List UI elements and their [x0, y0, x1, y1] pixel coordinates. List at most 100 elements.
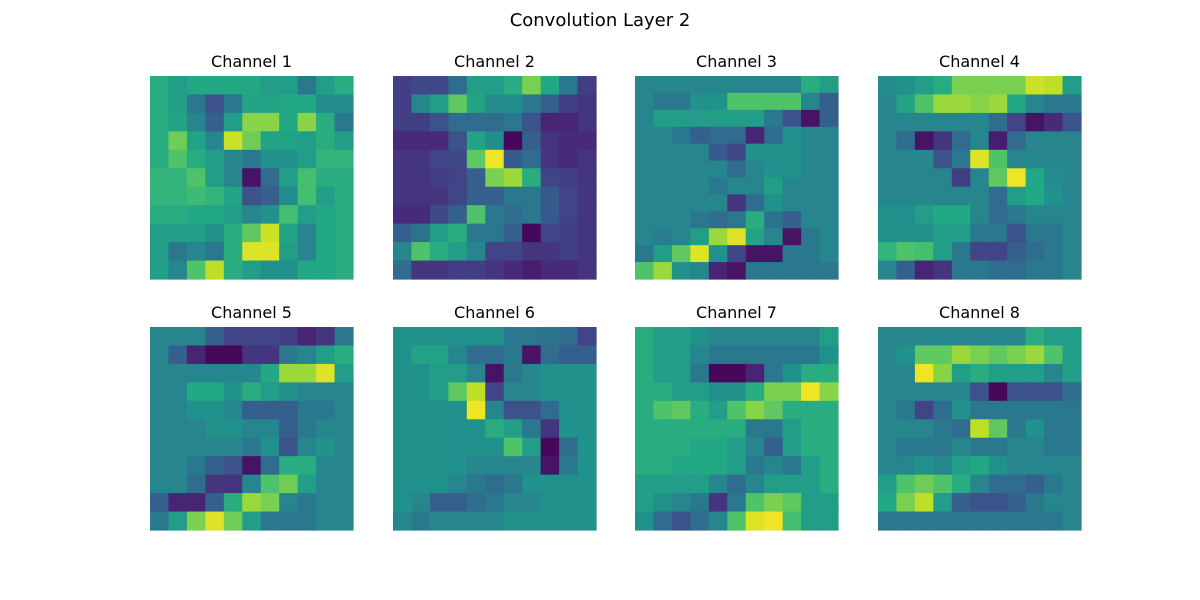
heatmap-cell — [819, 262, 839, 280]
heatmap-cell — [896, 400, 916, 420]
heatmap-cell — [1007, 363, 1027, 383]
heatmap-cell — [727, 382, 747, 402]
heatmap-cell — [316, 419, 336, 439]
heatmap-cell — [801, 245, 821, 263]
heatmap-cell — [503, 242, 523, 262]
heatmap-cell — [970, 76, 990, 96]
heatmap-cell — [150, 112, 170, 132]
heatmap-cell — [653, 327, 673, 347]
heatmap-cell — [878, 131, 898, 151]
heatmap-cell — [819, 456, 839, 476]
heatmap-cell — [988, 437, 1008, 457]
heatmap-cell — [411, 168, 431, 188]
heatmap-cell — [577, 205, 597, 225]
heatmap-cell — [485, 345, 505, 365]
heatmap-cell — [671, 345, 691, 365]
heatmap-cell — [764, 437, 784, 457]
heatmap-cell — [819, 211, 839, 229]
heatmap-cell — [186, 400, 206, 420]
heatmap-cell — [671, 511, 691, 531]
heatmap-cell — [522, 400, 542, 420]
heatmap-cell — [896, 345, 916, 365]
heatmap-cell — [690, 262, 710, 280]
heatmap-cell — [316, 382, 336, 402]
heatmap-cell — [150, 94, 170, 114]
heatmap-cell — [186, 419, 206, 439]
heatmap-cell — [782, 92, 802, 111]
heatmap-cell — [1007, 474, 1027, 494]
heatmap-cell — [951, 363, 971, 383]
heatmap-cell — [878, 260, 898, 280]
heatmap-cell — [745, 382, 765, 402]
heatmap-cell — [1044, 149, 1064, 169]
heatmap-cell — [801, 456, 821, 476]
heatmap-cell — [540, 419, 560, 439]
heatmap-cell — [260, 400, 280, 420]
heatmap-cell — [577, 223, 597, 243]
heatmap-cell — [970, 94, 990, 114]
heatmap-cell — [1062, 205, 1082, 225]
heatmap-cell — [653, 194, 673, 212]
heatmap-cell — [334, 474, 354, 494]
heatmap-cell — [297, 149, 317, 169]
heatmap-cell — [745, 345, 765, 365]
heatmap-cell — [448, 205, 468, 225]
heatmap-cell — [764, 382, 784, 402]
heatmap-cell — [393, 493, 413, 513]
heatmap-cell — [1007, 345, 1027, 365]
heatmap-cell — [988, 327, 1008, 347]
heatmap-cell — [429, 437, 449, 457]
heatmap-cell — [970, 363, 990, 383]
heatmap-cell — [223, 363, 243, 383]
heatmap-cell — [951, 149, 971, 169]
heatmap-cell — [411, 260, 431, 280]
heatmap-cell — [260, 223, 280, 243]
heatmap-cell — [186, 223, 206, 243]
heatmap-cell — [429, 260, 449, 280]
heatmap-cell — [411, 400, 431, 420]
heatmap-cell — [951, 186, 971, 206]
heatmap-cell — [745, 493, 765, 513]
heatmap-cell — [1025, 474, 1045, 494]
heatmap-cell — [708, 511, 728, 531]
heatmap-cell — [279, 242, 299, 262]
heatmap-cell — [801, 160, 821, 179]
heatmap-cell — [205, 260, 225, 280]
panel-channel-7: Channel 7 — [635, 303, 839, 531]
heatmap-cell — [1007, 493, 1027, 513]
heatmap-cell — [801, 474, 821, 494]
heatmap-cell — [988, 186, 1008, 206]
heatmap-cell — [448, 112, 468, 132]
heatmap-cell — [466, 400, 486, 420]
heatmap-cell — [878, 419, 898, 439]
heatmap-cell — [577, 493, 597, 513]
heatmap-cell — [577, 511, 597, 531]
heatmap-cell — [933, 345, 953, 365]
heatmap-cell — [764, 245, 784, 263]
heatmap-cell — [933, 112, 953, 132]
heatmap-cell — [205, 94, 225, 114]
heatmap-cell — [393, 419, 413, 439]
heatmap-cell — [559, 94, 579, 114]
heatmap-cell — [448, 94, 468, 114]
heatmap-cell — [448, 437, 468, 457]
heatmap-cell — [485, 223, 505, 243]
heatmap-cell — [914, 400, 934, 420]
heatmap-cell — [764, 327, 784, 347]
heatmap-cell — [485, 112, 505, 132]
heatmap-cell — [764, 76, 784, 94]
heatmap-cell — [411, 511, 431, 531]
heatmap-cell — [970, 382, 990, 402]
heatmap-cell — [316, 511, 336, 531]
heatmap-cell — [988, 223, 1008, 243]
heatmap-cell — [1062, 168, 1082, 188]
heatmap-cell — [914, 94, 934, 114]
heatmap-cell — [764, 228, 784, 246]
heatmap-cell — [334, 205, 354, 225]
heatmap-cell — [205, 419, 225, 439]
heatmap-cell — [1062, 456, 1082, 476]
heatmap-cell — [279, 511, 299, 531]
heatmap-cell — [559, 419, 579, 439]
heatmap-cell — [334, 493, 354, 513]
heatmap-cell — [1044, 112, 1064, 132]
